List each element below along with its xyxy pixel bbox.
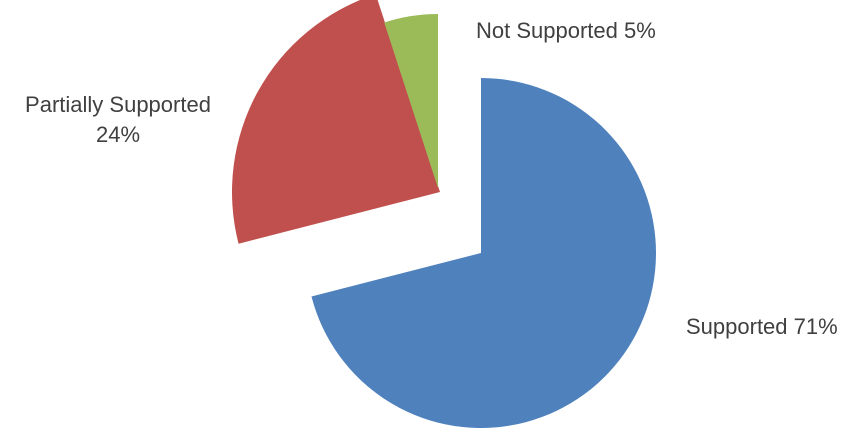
pie-slice-partially-supported bbox=[232, 0, 440, 244]
slice-label-partially-supported-line2: 24% bbox=[96, 122, 140, 147]
slice-label-partially-supported-line1: Partially Supported bbox=[25, 92, 211, 117]
pie-slice-not-supported bbox=[384, 14, 438, 188]
pie-slices bbox=[232, 0, 656, 428]
pie-slice-supported bbox=[311, 78, 656, 428]
slice-label-not-supported: Not Supported 5% bbox=[476, 18, 656, 43]
slice-label-supported: Supported 71% bbox=[686, 314, 838, 339]
